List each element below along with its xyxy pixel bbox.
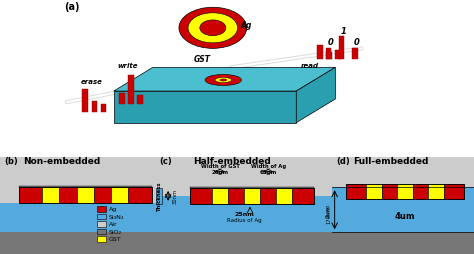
- Circle shape: [200, 21, 226, 37]
- Polygon shape: [114, 68, 336, 92]
- Bar: [97, 236, 106, 242]
- Text: 1: 1: [340, 26, 346, 35]
- Ellipse shape: [219, 80, 227, 82]
- Text: 4um: 4um: [395, 211, 415, 220]
- Text: Ag: Ag: [240, 21, 252, 30]
- Bar: [326, 53, 332, 60]
- Bar: [119, 93, 125, 104]
- Bar: [292, 188, 314, 204]
- Bar: [77, 188, 94, 203]
- Text: GST: GST: [109, 236, 121, 242]
- Bar: [19, 188, 152, 203]
- Bar: [19, 186, 152, 188]
- Bar: [97, 229, 106, 234]
- Bar: [346, 184, 366, 200]
- Text: erase: erase: [81, 79, 102, 85]
- Text: 65nm: 65nm: [260, 170, 277, 175]
- Ellipse shape: [215, 78, 231, 83]
- Bar: [137, 96, 143, 104]
- Text: Half-embedded: Half-embedded: [193, 156, 271, 166]
- Text: Si₃N₄: Si₃N₄: [109, 214, 124, 219]
- Bar: [244, 188, 260, 204]
- Bar: [0, 232, 156, 254]
- Text: (a): (a): [64, 2, 80, 12]
- Bar: [0, 203, 156, 254]
- Bar: [59, 188, 77, 203]
- Text: 25nm: 25nm: [234, 211, 254, 216]
- Bar: [91, 101, 97, 112]
- Ellipse shape: [205, 75, 242, 86]
- Bar: [190, 188, 314, 204]
- Text: Ag: Ag: [109, 207, 117, 212]
- Text: Full-embedded: Full-embedded: [353, 156, 428, 166]
- Bar: [111, 188, 128, 203]
- Text: 0: 0: [354, 38, 359, 46]
- Bar: [317, 46, 323, 60]
- Text: Thickness: Thickness: [157, 181, 162, 211]
- Bar: [128, 76, 134, 104]
- Text: 0: 0: [328, 38, 333, 46]
- Bar: [100, 105, 107, 112]
- Bar: [156, 188, 162, 204]
- Bar: [228, 188, 244, 204]
- Polygon shape: [296, 68, 336, 123]
- Bar: [97, 206, 106, 212]
- Bar: [276, 188, 292, 204]
- Bar: [156, 196, 332, 254]
- Bar: [94, 188, 111, 203]
- Text: GST: GST: [194, 55, 211, 64]
- Bar: [97, 214, 106, 219]
- Text: 30nm: 30nm: [173, 188, 177, 204]
- Bar: [156, 232, 332, 254]
- Bar: [42, 188, 59, 203]
- Bar: [413, 184, 428, 200]
- Text: 170nm: 170nm: [326, 205, 331, 224]
- Text: 2um: 2um: [325, 203, 330, 217]
- Bar: [444, 184, 464, 200]
- Text: Width of Ag: Width of Ag: [251, 164, 286, 169]
- Bar: [382, 184, 397, 200]
- Text: (c): (c): [159, 156, 172, 166]
- Polygon shape: [114, 92, 296, 123]
- Bar: [428, 184, 444, 200]
- Bar: [190, 188, 212, 204]
- Bar: [332, 188, 474, 254]
- Text: Air: Air: [109, 221, 118, 227]
- Text: write: write: [118, 63, 138, 69]
- Bar: [128, 188, 152, 203]
- Bar: [260, 188, 276, 204]
- Bar: [352, 49, 357, 60]
- Bar: [326, 49, 331, 60]
- Text: (d): (d): [336, 156, 350, 166]
- Bar: [336, 51, 341, 60]
- Bar: [97, 221, 106, 227]
- Bar: [190, 187, 314, 188]
- Text: Non-embedded: Non-embedded: [24, 156, 100, 166]
- Bar: [339, 37, 345, 60]
- Circle shape: [188, 14, 237, 44]
- Bar: [346, 184, 464, 200]
- Text: 20nm: 20nm: [211, 170, 228, 175]
- Bar: [19, 188, 42, 203]
- Bar: [212, 188, 228, 204]
- Text: Radius of Ag: Radius of Ag: [227, 217, 262, 223]
- Bar: [366, 184, 382, 200]
- Bar: [332, 232, 474, 254]
- Bar: [397, 184, 413, 200]
- Circle shape: [179, 8, 246, 49]
- Text: Width of GST: Width of GST: [201, 164, 239, 169]
- Bar: [82, 90, 88, 112]
- Text: SiO₂: SiO₂: [109, 229, 122, 234]
- Text: (b): (b): [5, 156, 18, 166]
- Text: read: read: [301, 63, 318, 69]
